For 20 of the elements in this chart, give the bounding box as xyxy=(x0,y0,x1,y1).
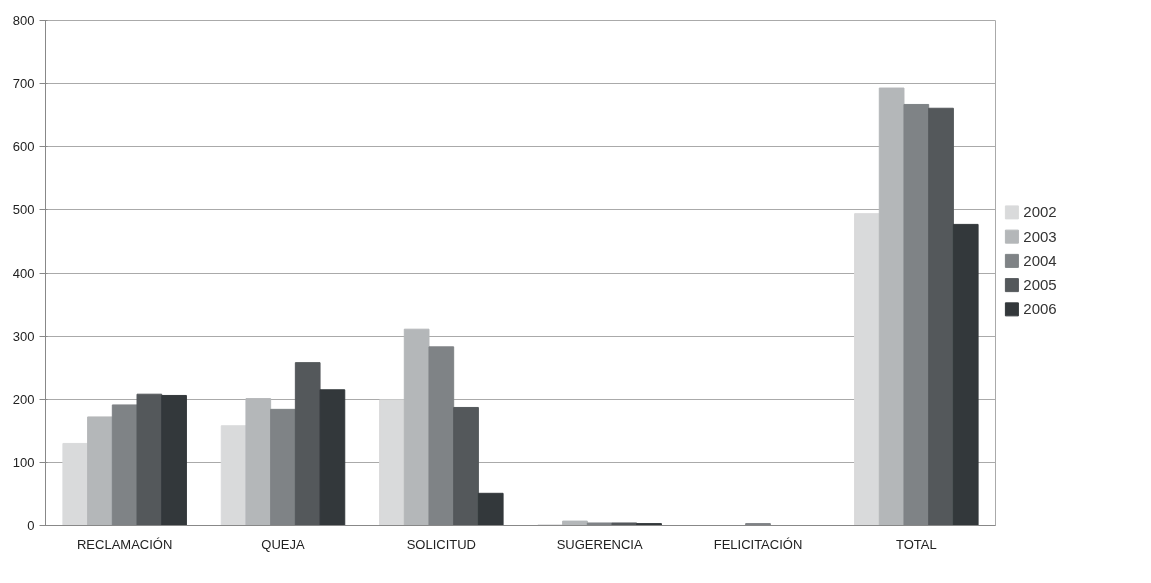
legend-label: 2005 xyxy=(1023,276,1057,294)
y-tick-label: 0 xyxy=(27,518,35,533)
x-tick-label: FELICITACIÓN xyxy=(713,536,803,552)
y-tick-label: 400 xyxy=(12,265,35,281)
x-tick-label: SOLICITUD xyxy=(406,536,477,552)
x-tick-label: QUEJA xyxy=(261,536,305,552)
y-tick-label: 600 xyxy=(12,139,35,155)
y-tick-label: 300 xyxy=(12,328,35,344)
y-tick-label: 100 xyxy=(12,454,35,470)
legend-label: 2006 xyxy=(1023,300,1057,318)
y-tick-label: 500 xyxy=(12,202,35,218)
y-tick-label: 200 xyxy=(12,391,35,407)
legend-label: 2003 xyxy=(1023,227,1057,245)
x-tick-label: SUGERENCIA xyxy=(556,536,643,552)
x-tick-label: RECLAMACIÓN xyxy=(76,536,173,552)
x-tick-label: TOTAL xyxy=(895,536,937,552)
y-tick-label: 800 xyxy=(12,13,35,28)
legend-label: 2004 xyxy=(1023,251,1057,269)
y-tick-label: 700 xyxy=(12,76,35,92)
legend-label: 2002 xyxy=(1023,203,1057,221)
